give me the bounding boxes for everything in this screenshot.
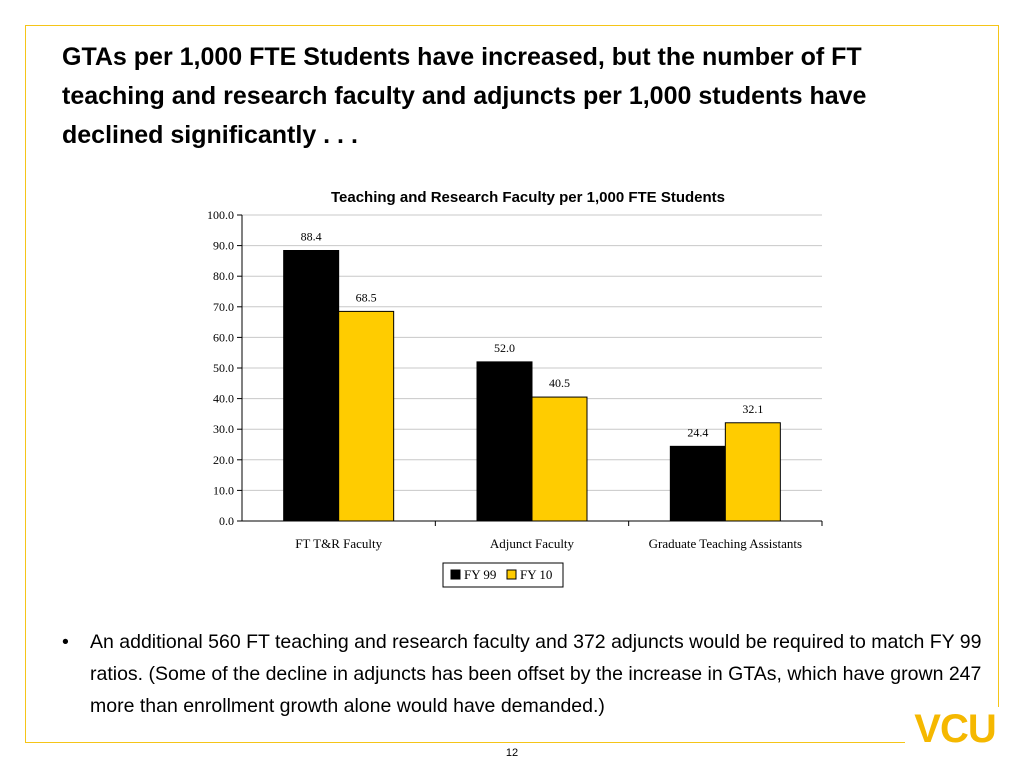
- y-tick-label: 100.0: [207, 208, 234, 222]
- bullet-point: • An additional 560 FT teaching and rese…: [62, 626, 982, 722]
- bullet-marker: •: [62, 631, 69, 653]
- page-number: 12: [505, 747, 519, 759]
- chart: Teaching and Research Faculty per 1,000 …: [185, 180, 835, 600]
- x-category-label: FT T&R Faculty: [295, 536, 382, 551]
- y-tick-label: 90.0: [213, 239, 234, 253]
- data-label: 88.4: [301, 229, 322, 243]
- slide-frame: [25, 25, 999, 743]
- y-tick-label: 60.0: [213, 330, 234, 344]
- bullet-text: An additional 560 FT teaching and resear…: [90, 631, 982, 717]
- data-label: 52.0: [494, 341, 515, 355]
- data-label: 68.5: [356, 290, 377, 304]
- y-tick-label: 70.0: [213, 300, 234, 314]
- y-tick-label: 80.0: [213, 269, 234, 283]
- legend: [442, 562, 564, 588]
- x-category-label: Graduate Teaching Assistants: [649, 536, 802, 551]
- bar: [476, 361, 533, 522]
- y-tick-label: 10.0: [213, 483, 234, 497]
- data-label: 40.5: [549, 376, 570, 390]
- data-label: 24.4: [687, 425, 708, 439]
- x-category-label: Adjunct Faculty: [490, 536, 575, 551]
- vcu-logo: VCU: [905, 707, 1005, 751]
- bar: [531, 396, 588, 522]
- data-label: 32.1: [742, 402, 763, 416]
- bar: [669, 445, 726, 522]
- legend-swatch: [450, 569, 461, 580]
- legend-swatch: [506, 569, 517, 580]
- bar-chart-svg: Teaching and Research Faculty per 1,000 …: [207, 189, 823, 588]
- legend-label: FY 99: [464, 567, 496, 582]
- y-tick-label: 30.0: [213, 422, 234, 436]
- slide-title: GTAs per 1,000 FTE Students have increas…: [62, 43, 867, 149]
- bar: [724, 422, 781, 522]
- y-tick-label: 40.0: [213, 392, 234, 406]
- y-tick-label: 50.0: [213, 361, 234, 375]
- bar: [283, 249, 340, 522]
- chart-title: Teaching and Research Faculty per 1,000 …: [331, 189, 725, 206]
- bar: [338, 310, 395, 522]
- y-tick-label: 20.0: [213, 453, 234, 467]
- y-tick-label: 0.0: [219, 514, 234, 528]
- legend-label: FY 10: [520, 567, 552, 582]
